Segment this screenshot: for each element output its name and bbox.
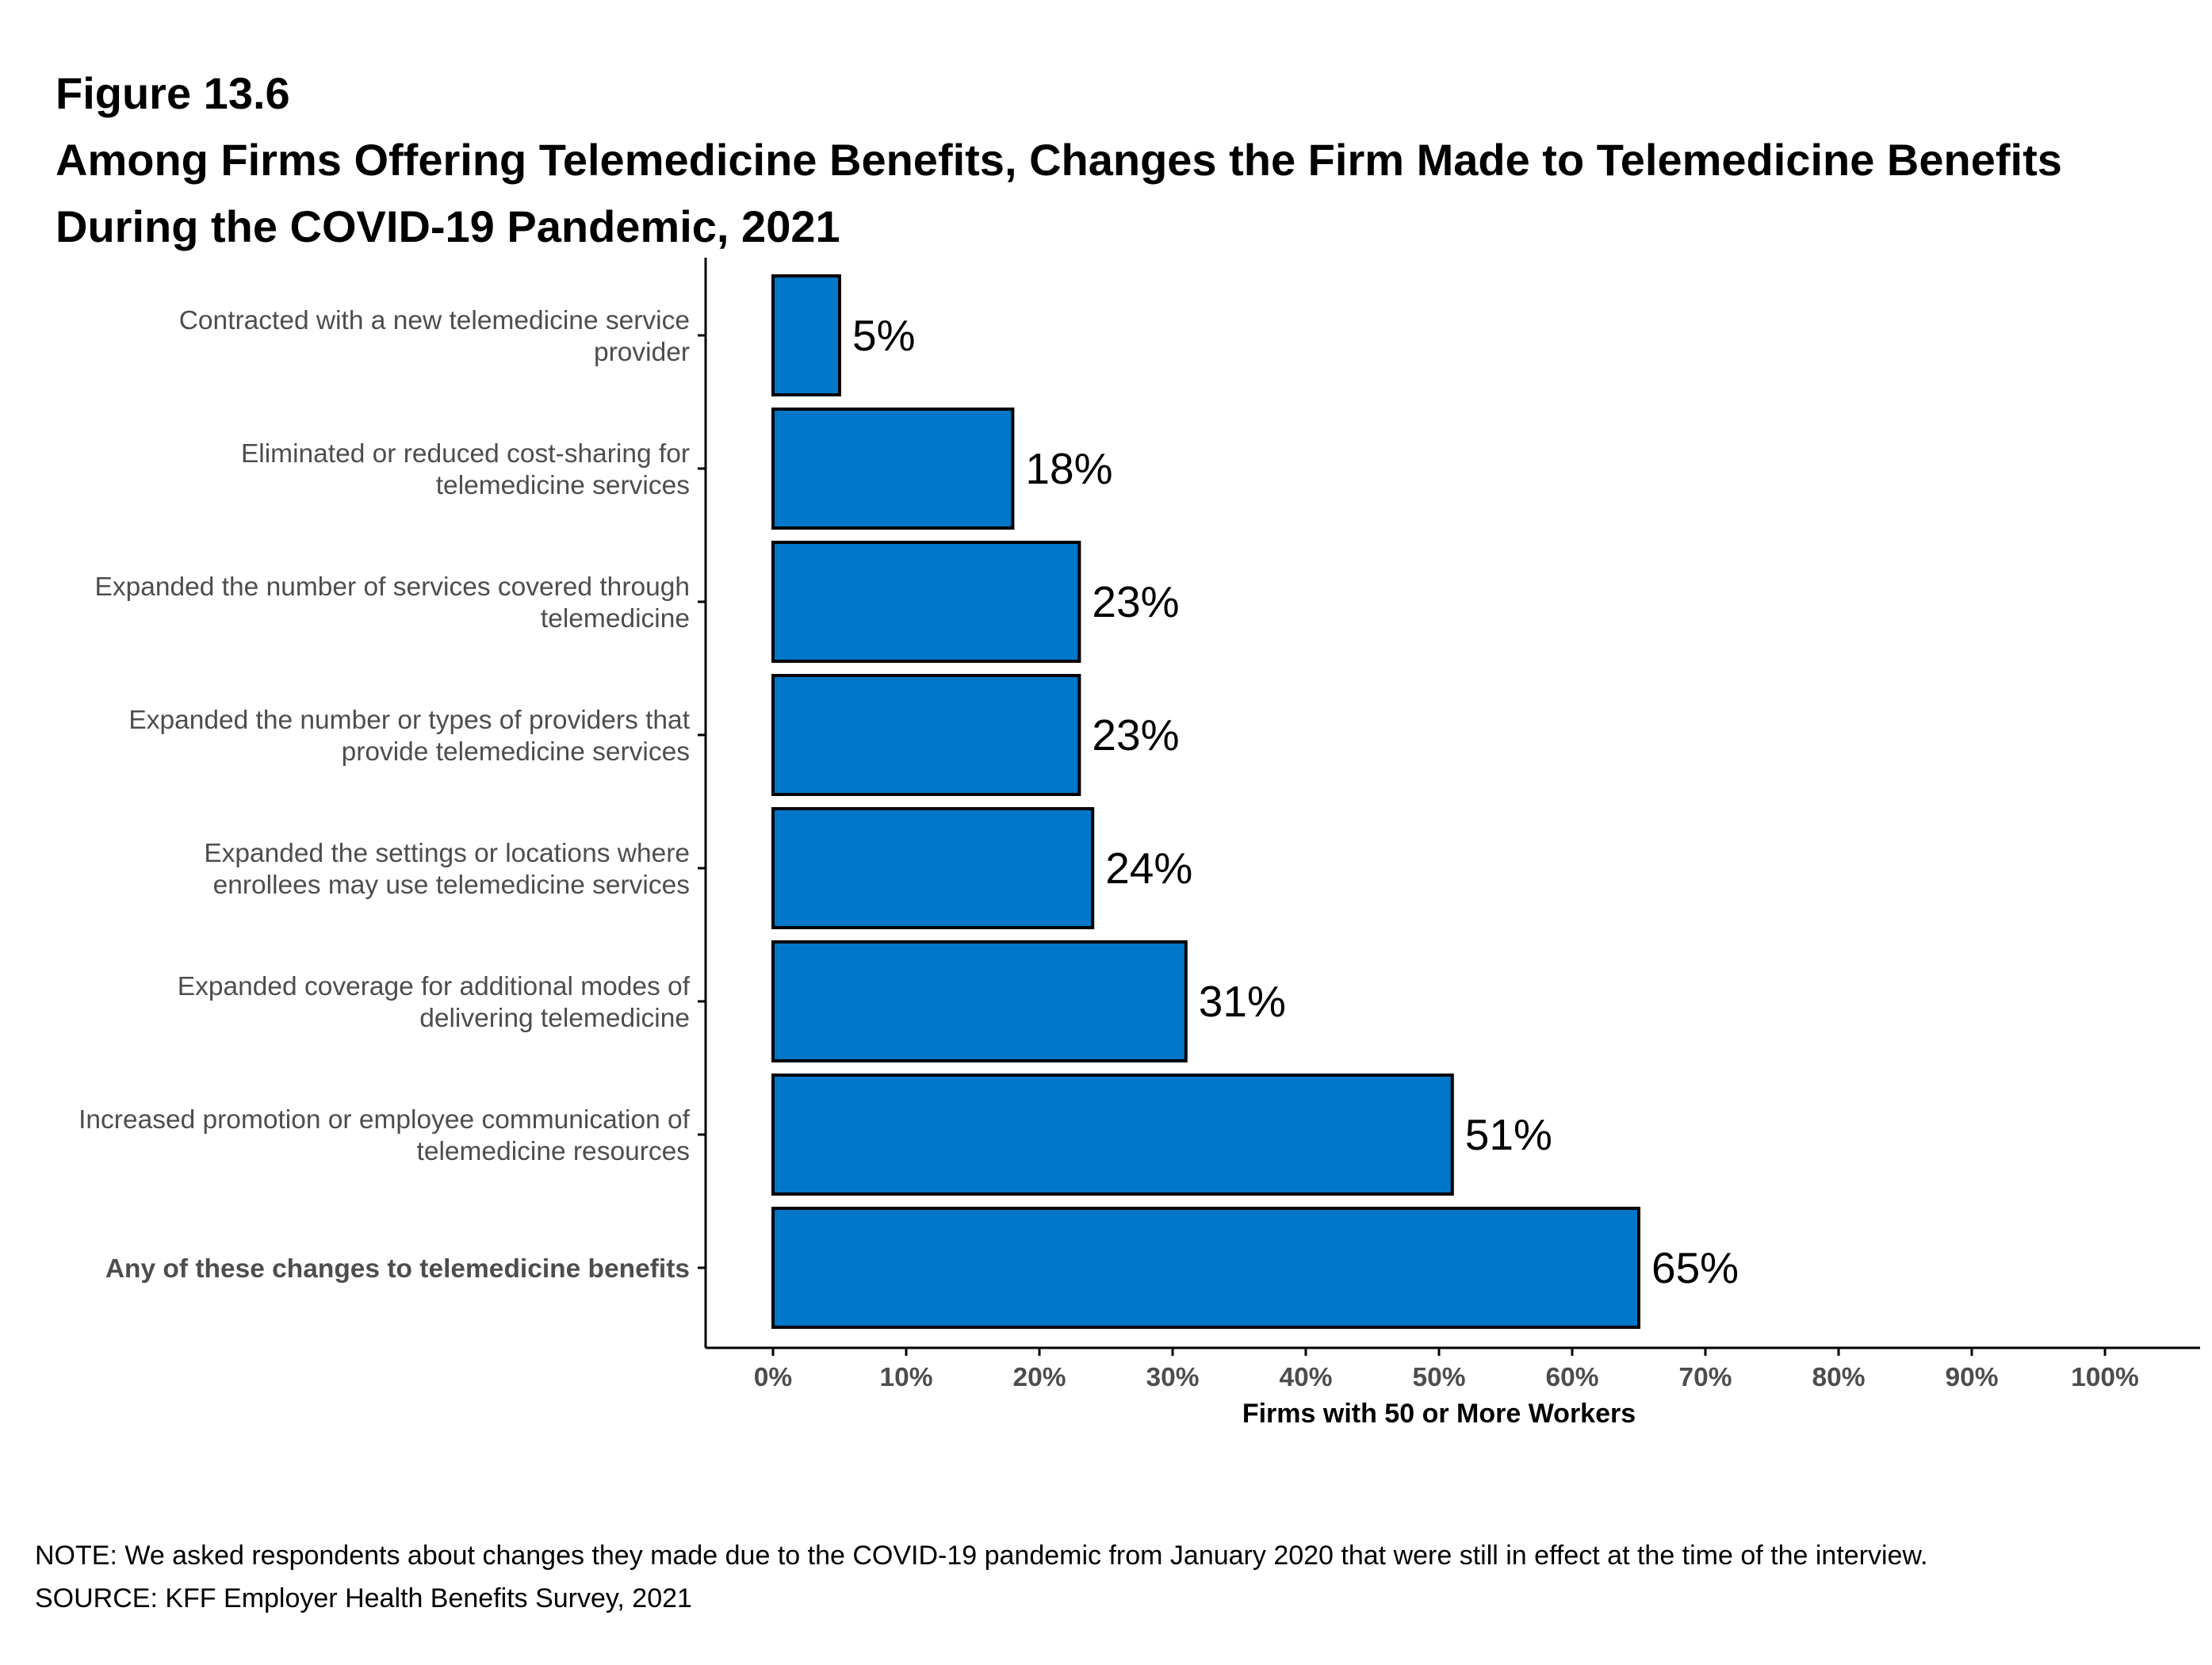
bar [771, 1074, 1454, 1196]
value-label: 31% [1199, 977, 1286, 1026]
x-axis-title: Firms with 50 or More Workers [1242, 1399, 1636, 1429]
x-axis-ticks: 0% 10% 20% 30% 40% 50% 60% 70% 80% 90% 100% [754, 1348, 2139, 1392]
category-label: Expanded the number or types of provider… [128, 706, 690, 767]
value-label: 23% [1092, 710, 1179, 760]
value-labels: 5% 18% 23% 23% 24% 31% 51% 65% [852, 311, 1739, 1292]
note-text: NOTE: We asked respondents about changes… [35, 1541, 1928, 1571]
x-tick-label: 90% [1945, 1363, 1998, 1392]
x-tick-label: 60% [1545, 1363, 1598, 1392]
value-label: 24% [1105, 844, 1192, 893]
x-tick-label: 40% [1279, 1363, 1332, 1392]
category-label: Any of these changes to telemedicine ben… [105, 1254, 690, 1284]
x-tick-label: 20% [1012, 1363, 1066, 1392]
notes: NOTE: We asked respondents about changes… [35, 1534, 2128, 1620]
figure-heading: Figure 13.6 Among Firms Offering Telemed… [55, 60, 2157, 260]
bar [771, 940, 1188, 1062]
figure-label: Figure 13.6 [55, 68, 290, 118]
figure-title: Among Firms Offering Telemedicine Benefi… [55, 135, 2062, 251]
category-labels: Contracted with a new telemedicine servi… [78, 306, 691, 1284]
x-tick-label: 70% [1678, 1363, 1732, 1392]
category-label: Increased promotion or employee communic… [78, 1105, 691, 1166]
category-label: Expanded the number of services covered … [95, 572, 690, 633]
value-label: 18% [1025, 444, 1112, 493]
bar [771, 674, 1081, 796]
bar [771, 1207, 1640, 1329]
bar [771, 807, 1095, 929]
x-tick-label: 0% [754, 1363, 792, 1392]
category-label: Expanded coverage for additional modes o… [178, 972, 691, 1033]
category-label: Eliminated or reduced cost-sharing for te… [241, 439, 690, 500]
bar-chart: Contracted with a new telemedicine servi… [78, 258, 2200, 1429]
source-text: SOURCE: KFF Employer Health Benefits Sur… [35, 1583, 692, 1613]
x-tick-label: 100% [2071, 1363, 2139, 1392]
bar [771, 274, 841, 396]
bar [771, 541, 1081, 663]
x-tick-label: 80% [1812, 1363, 1865, 1392]
category-label: Expanded the settings or locations where… [204, 839, 690, 900]
axes [698, 258, 2200, 1349]
bars [771, 274, 1640, 1329]
bar [771, 408, 1015, 530]
value-label: 65% [1651, 1243, 1739, 1292]
value-label: 51% [1465, 1110, 1552, 1159]
x-tick-label: 10% [879, 1363, 932, 1392]
value-label: 23% [1092, 577, 1179, 626]
value-label: 5% [852, 311, 916, 360]
category-label: Contracted with a new telemedicine servi… [179, 306, 690, 367]
x-tick-label: 50% [1412, 1363, 1465, 1392]
x-tick-label: 30% [1146, 1363, 1199, 1392]
